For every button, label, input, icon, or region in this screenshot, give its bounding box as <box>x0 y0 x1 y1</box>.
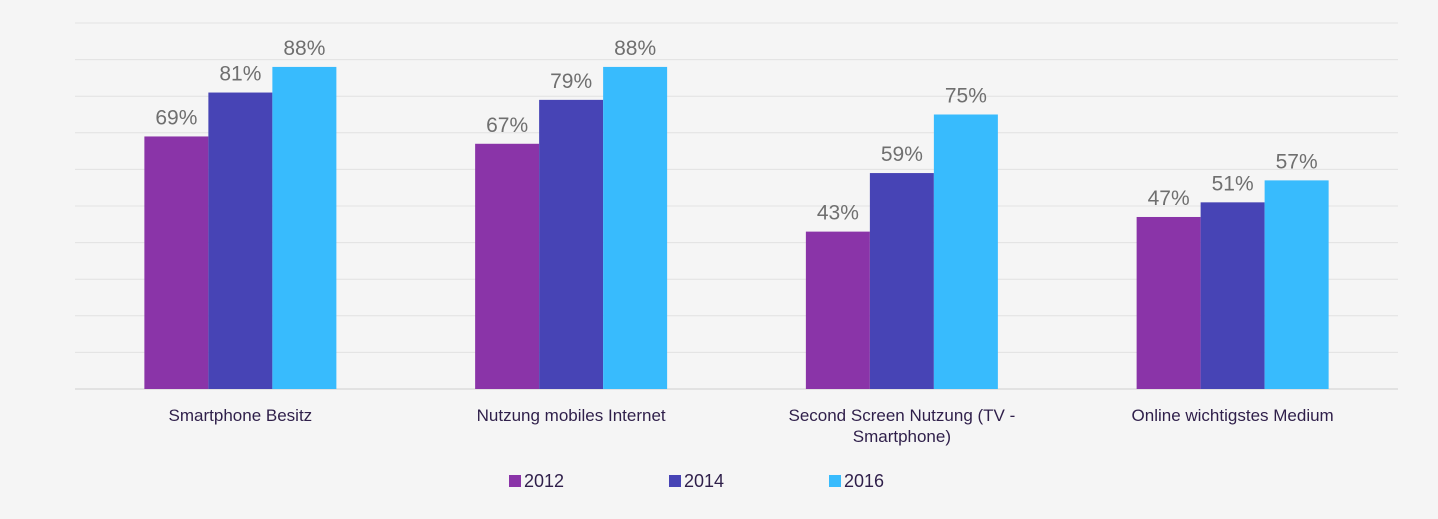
data-label: 47% <box>1148 187 1190 210</box>
bar <box>933 114 998 389</box>
bar <box>805 231 870 389</box>
data-label: 75% <box>945 85 987 108</box>
data-label: 88% <box>283 37 325 60</box>
bar <box>539 99 604 390</box>
category-label: Nutzung mobiles Internet <box>477 406 666 425</box>
category-label-line: Smartphone) <box>853 427 951 446</box>
data-label: 43% <box>817 202 859 225</box>
bar <box>1264 180 1329 389</box>
data-label: 88% <box>614 37 656 60</box>
category-label-line: Nutzung mobiles Internet <box>477 406 666 425</box>
category-label-line: Online wichtigstes Medium <box>1132 406 1334 425</box>
category-label: Smartphone Besitz <box>169 406 313 425</box>
bar <box>272 66 337 390</box>
legend-label: 2014 <box>684 471 724 491</box>
legend-swatch <box>669 475 681 487</box>
bar <box>603 66 668 390</box>
bar <box>1136 216 1201 389</box>
legend-label: 2012 <box>524 471 564 491</box>
data-label: 67% <box>486 114 528 137</box>
bar <box>1200 202 1265 389</box>
data-label: 81% <box>219 63 261 86</box>
bar <box>144 136 209 389</box>
bar <box>208 92 273 389</box>
data-label: 57% <box>1276 150 1318 173</box>
data-label: 69% <box>155 106 197 129</box>
legend-swatch <box>509 475 521 487</box>
category-label-line: Second Screen Nutzung (TV - <box>788 406 1015 425</box>
data-label: 51% <box>1212 172 1254 195</box>
bar <box>475 143 540 389</box>
data-label: 79% <box>550 70 592 93</box>
legend-label: 2016 <box>844 471 884 491</box>
bar <box>869 173 934 389</box>
category-label: Second Screen Nutzung (TV - Smartphone) <box>788 406 1015 446</box>
category-label: Online wichtigstes Medium <box>1132 406 1334 425</box>
legend-swatch <box>829 475 841 487</box>
category-label-line: Smartphone Besitz <box>169 406 313 425</box>
data-label: 59% <box>881 143 923 166</box>
